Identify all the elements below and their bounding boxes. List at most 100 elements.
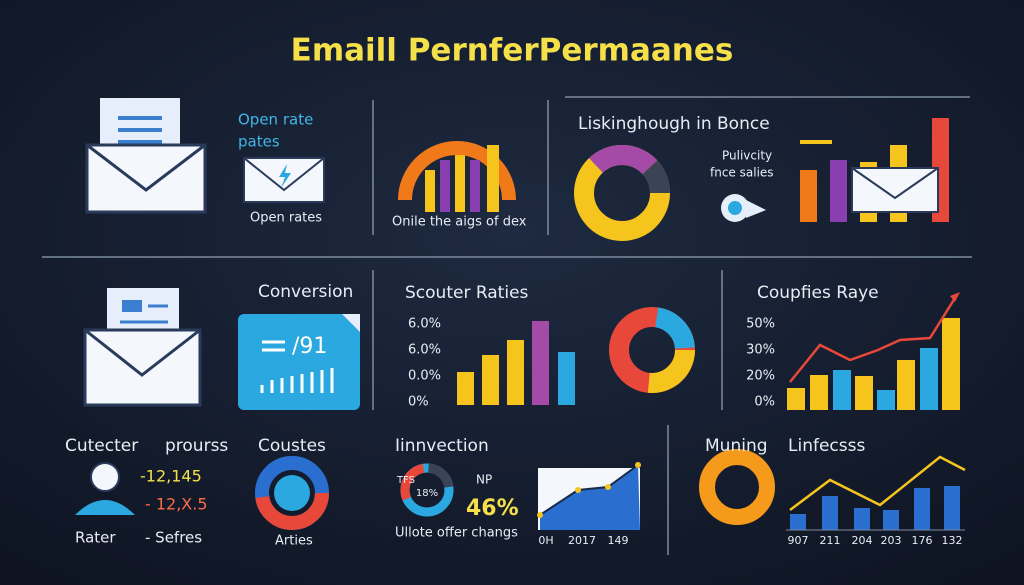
bar	[914, 488, 930, 530]
stat: - 12,X.5	[145, 495, 208, 514]
dividers	[42, 96, 972, 555]
envelope-body	[83, 328, 202, 407]
bar	[790, 514, 806, 530]
texts: Emaill PernferPermaanes Open rate pates Ope…	[65, 33, 963, 549]
bar	[822, 496, 838, 530]
donut-chart	[699, 449, 775, 525]
marker	[800, 140, 832, 144]
x-label: 203	[881, 534, 902, 547]
bolt	[279, 164, 291, 188]
area	[540, 465, 640, 530]
bar	[833, 370, 851, 410]
segment	[574, 145, 670, 241]
tick-label: 0%	[408, 395, 429, 410]
footer: - Sefres	[145, 529, 202, 547]
donut-chart	[574, 145, 670, 241]
donut-value: 18%	[416, 488, 438, 499]
x-label: 204	[852, 534, 873, 547]
bar	[877, 390, 895, 410]
doc-block	[122, 300, 142, 312]
arrow-head	[950, 292, 960, 302]
tick-label: 50%	[746, 317, 775, 332]
dot	[728, 201, 742, 215]
card-bars	[260, 340, 334, 393]
conversion-card	[238, 314, 360, 410]
envelope-icon	[83, 288, 202, 407]
body	[75, 500, 135, 515]
point	[537, 512, 543, 518]
envelope-flap	[84, 328, 201, 377]
bar	[942, 318, 960, 410]
caption: Arties	[275, 534, 313, 549]
point	[635, 462, 641, 468]
panel-title: Coustes	[258, 436, 326, 456]
caption: Onile the aigs of dex	[392, 215, 527, 230]
note: fnce salies	[710, 166, 774, 180]
envelope-body	[243, 157, 325, 203]
panel-title: Scouter Raties	[405, 283, 529, 303]
bar	[810, 375, 828, 410]
x-label: 211	[820, 534, 841, 547]
tick-label: 0%	[754, 395, 775, 410]
bar	[470, 160, 480, 212]
x-label: 907	[788, 534, 809, 547]
bar	[854, 508, 870, 530]
envelope-flap	[851, 167, 939, 200]
bar-chart	[800, 118, 949, 222]
stat: -12,145	[140, 467, 202, 486]
tick-label: 20%	[746, 369, 775, 384]
caption: Ullote offer changs	[395, 526, 518, 541]
bar	[457, 372, 474, 405]
tick-label: 6.0%	[408, 317, 441, 332]
line	[539, 464, 639, 516]
bar	[800, 170, 817, 222]
panel-title: Liskinghough in Bonce	[578, 114, 770, 134]
x-label: 0H	[538, 534, 553, 547]
gauge-arc	[398, 141, 516, 201]
x-label: 149	[608, 534, 629, 547]
envelope-body	[85, 143, 207, 214]
gauge-chart	[398, 141, 516, 212]
envelope-body	[851, 167, 939, 213]
person-icon	[75, 462, 135, 515]
segment	[609, 307, 695, 393]
bar	[897, 360, 915, 410]
donut-center	[274, 475, 310, 511]
donut-chart	[609, 307, 695, 393]
bar	[830, 160, 847, 222]
subtitle: Linfecsss	[788, 436, 865, 456]
envelope-flap	[243, 157, 325, 192]
subtitle: prourss	[165, 436, 228, 456]
corner	[342, 314, 360, 332]
label: Open rate	[238, 111, 313, 129]
tick-label: 6.0%	[408, 343, 441, 358]
bar	[855, 376, 873, 410]
trend-line	[789, 455, 966, 511]
small-envelope	[243, 157, 325, 203]
panel-title: Muning	[705, 436, 768, 456]
panel-title: Iinnvection	[395, 436, 489, 456]
note: Pulivcity	[722, 149, 772, 163]
area-chart	[537, 462, 641, 530]
caption: Open rates	[250, 211, 322, 226]
bar	[944, 486, 960, 530]
combo-chart	[787, 292, 960, 410]
bar-chart	[457, 321, 575, 405]
card	[238, 314, 360, 410]
point	[575, 487, 581, 493]
envelope-flap	[86, 143, 206, 192]
x-label: 2017	[568, 534, 596, 547]
donut-chart	[400, 463, 454, 517]
tick-label: 30%	[746, 343, 775, 358]
bar	[787, 388, 805, 410]
bar	[532, 321, 549, 405]
tick-label: 0.0%	[408, 369, 441, 384]
bar	[440, 160, 450, 212]
donut-chart	[255, 456, 329, 530]
panel-title: Conversion	[258, 282, 353, 302]
bar	[482, 355, 499, 405]
donut-label: TFS	[396, 475, 415, 486]
trend-line	[789, 297, 957, 383]
